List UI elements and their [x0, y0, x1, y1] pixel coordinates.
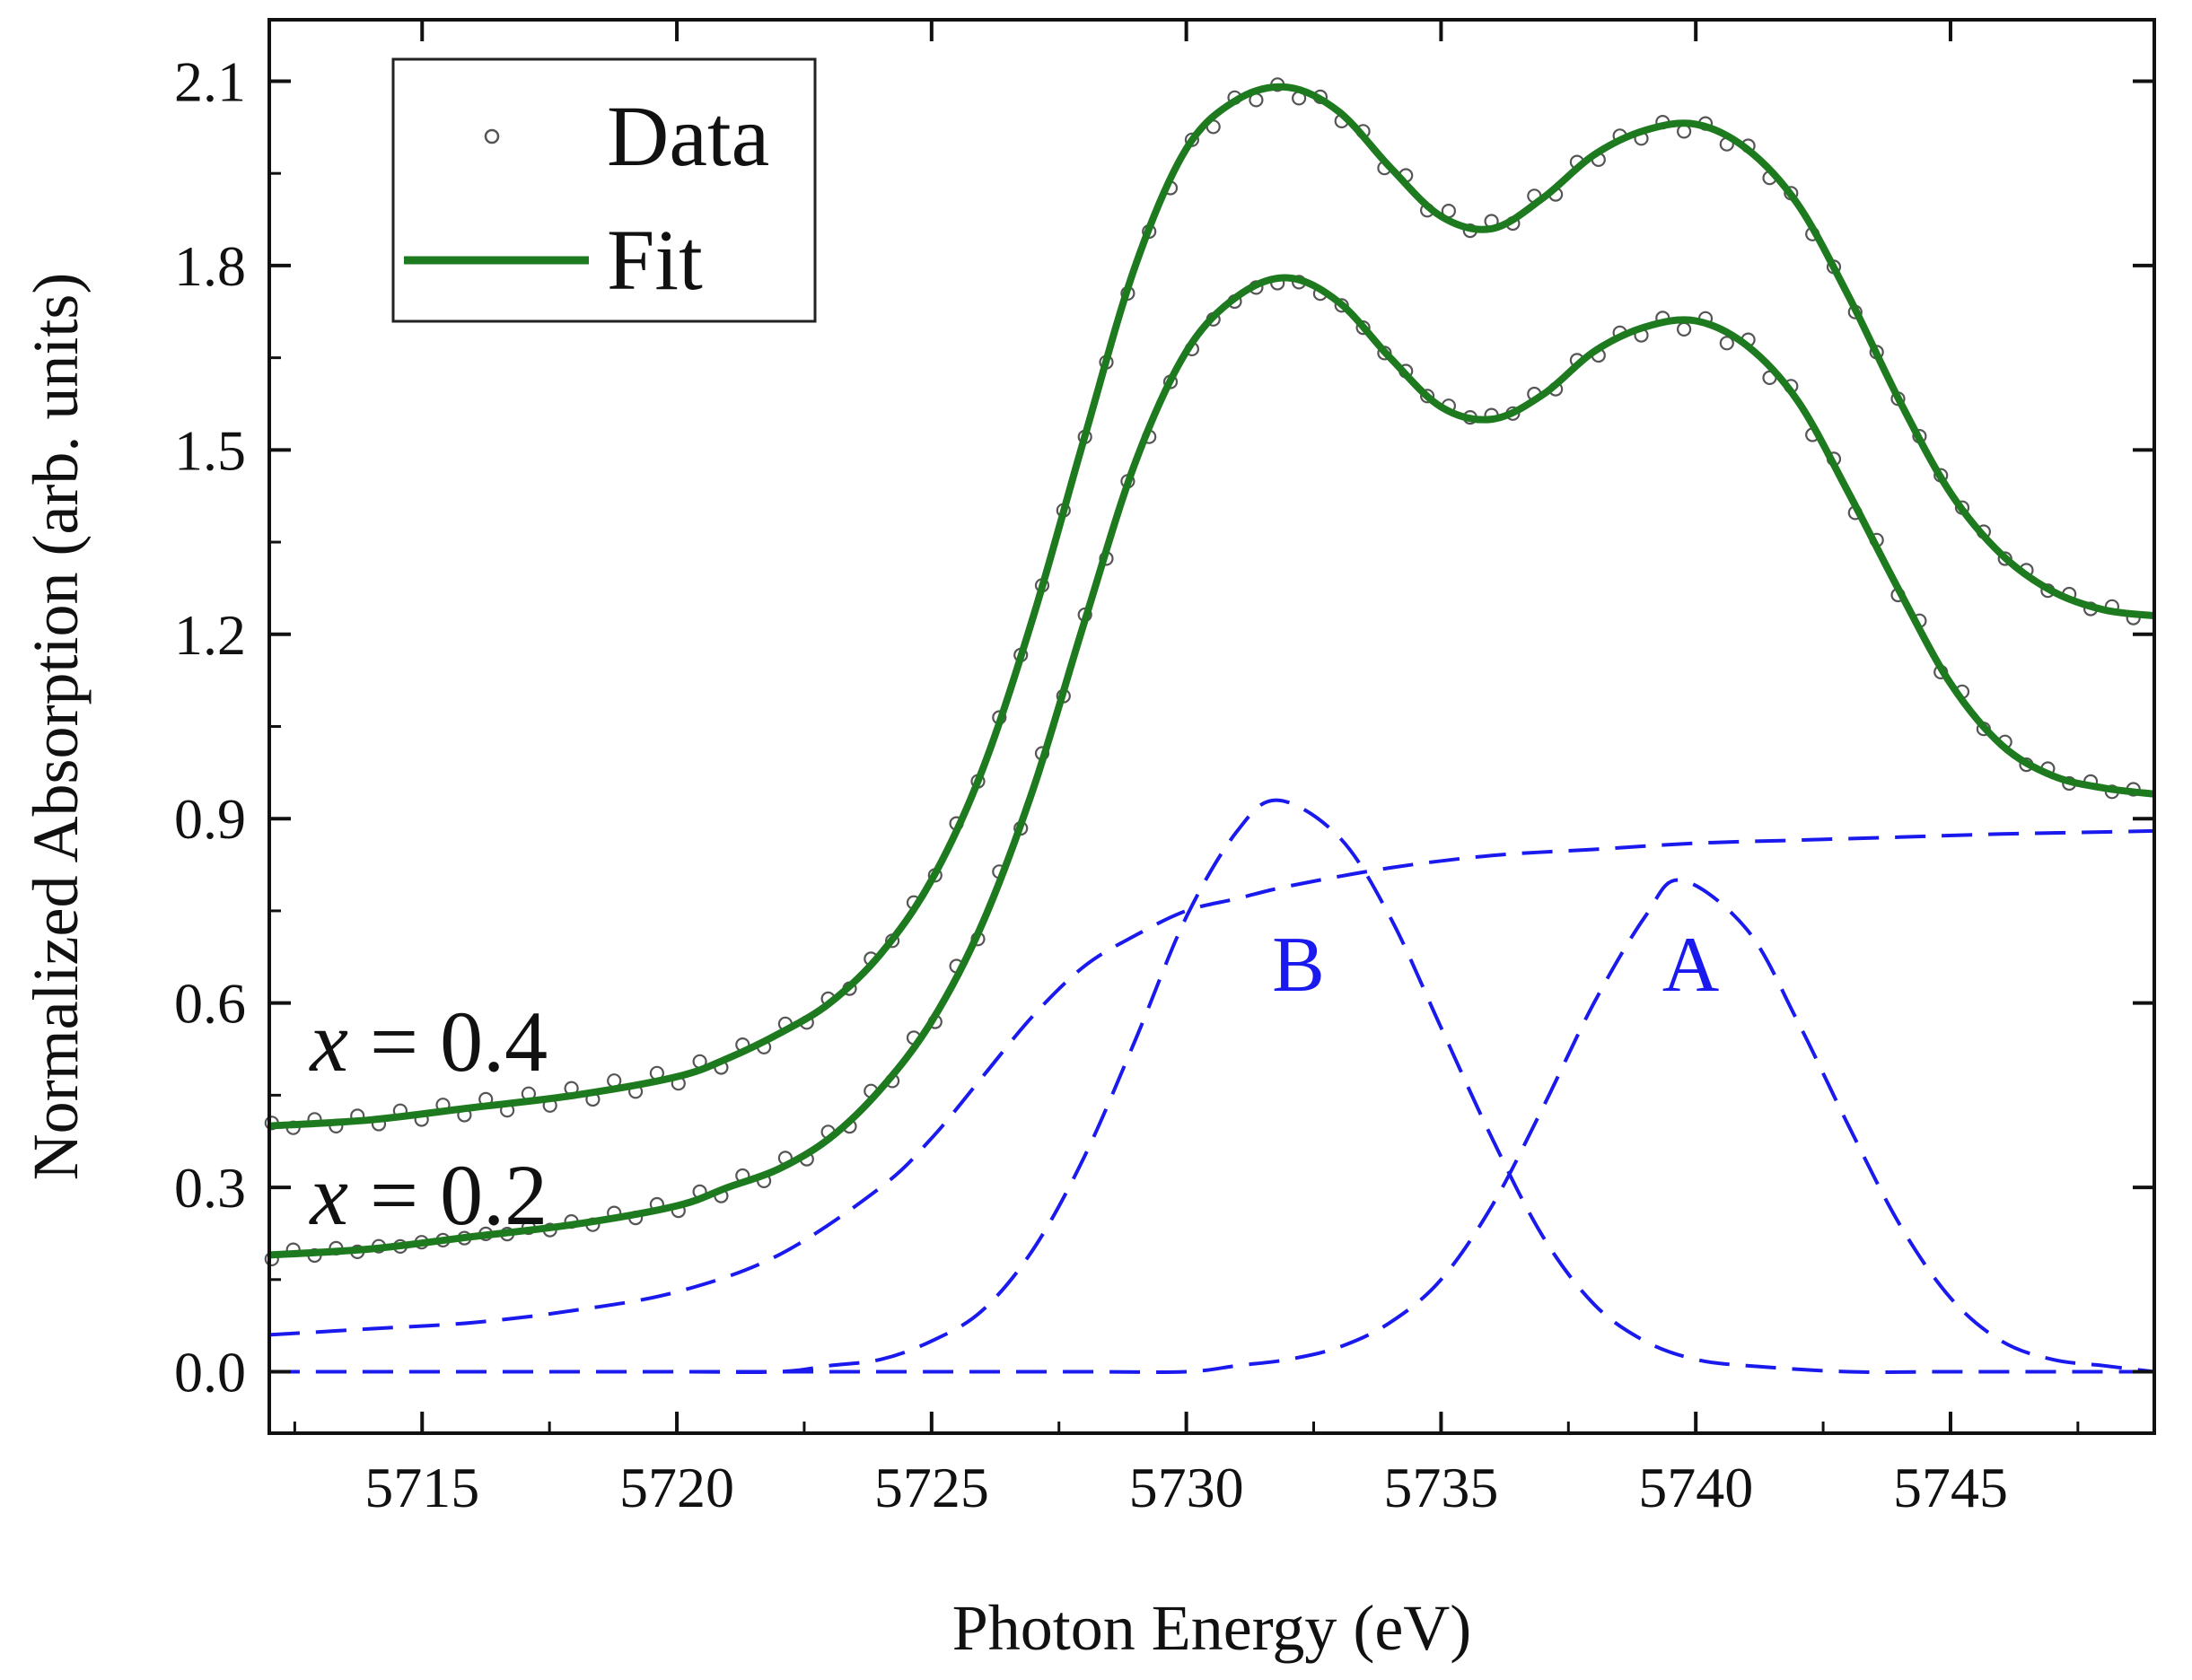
annotation-x-0-4-value: = 0.4: [348, 993, 548, 1089]
legend-data-marker: [484, 128, 500, 144]
x-tick-label: 5720: [619, 1456, 734, 1519]
fit-curves: [268, 83, 2155, 1259]
component-curve-step-arctan: [268, 828, 2155, 1337]
y-tick-label: 1.8: [174, 234, 246, 298]
y-tick-label: 0.3: [174, 1156, 246, 1220]
legend-fit-label: Fit: [607, 212, 703, 308]
y-tick-label: 0.6: [174, 972, 246, 1036]
y-tick-label: 2.1: [174, 49, 246, 113]
annotation-x-0-2-value: = 0.2: [348, 1147, 548, 1243]
y-tick-label: 1.2: [174, 603, 246, 667]
x-tick-label: 5730: [1129, 1456, 1244, 1519]
annotation-x-0-4: x = 0.4: [308, 993, 548, 1089]
peak-label-b: B: [1272, 922, 1325, 1009]
axis-ticks: [269, 20, 2154, 1433]
data-point: [1355, 320, 1371, 336]
fit-curve-fit-x-0-2: [268, 274, 2155, 1259]
y-tick-label: 0.9: [174, 787, 246, 851]
fit-curve-fit-x-0-4: [268, 83, 2155, 1130]
axis-tick-labels: 5715 5720 5725 5730 5735 5740 5745 0.0 0.3 0.6 0.9…: [174, 49, 2008, 1519]
annotation-x-0-2: x = 0.2: [308, 1147, 548, 1243]
x-tick-label: 5740: [1638, 1456, 1753, 1519]
legend-data-label: Data: [607, 88, 769, 184]
y-axis-title: Normalized Absorption (arb. units): [20, 273, 92, 1181]
plot-area: [264, 77, 2155, 1375]
peak-label-a: A: [1662, 922, 1720, 1009]
x-tick-label: 5725: [874, 1456, 989, 1519]
legend-box: [391, 57, 817, 323]
data-point: [1334, 298, 1349, 313]
x-tick-label: 5715: [364, 1456, 479, 1519]
annotation-x-0-2-var: x: [308, 1147, 348, 1243]
legend: Data Fit: [391, 57, 817, 323]
data-point: [1719, 336, 1734, 351]
y-tick-label: 1.5: [174, 418, 246, 482]
component-curve-peak-b: [268, 798, 2154, 1375]
component-curves: [268, 798, 2155, 1375]
data-point: [1419, 389, 1435, 404]
annotation-x-0-4-var: x: [308, 993, 348, 1089]
x-axis-title: Photon Energy (eV): [952, 1592, 1472, 1664]
component-curve-peak-a: [268, 878, 2155, 1375]
x-tick-label: 5735: [1383, 1456, 1498, 1519]
y-tick-label: 0.0: [174, 1341, 246, 1404]
x-tick-label: 5745: [1893, 1456, 2008, 1519]
